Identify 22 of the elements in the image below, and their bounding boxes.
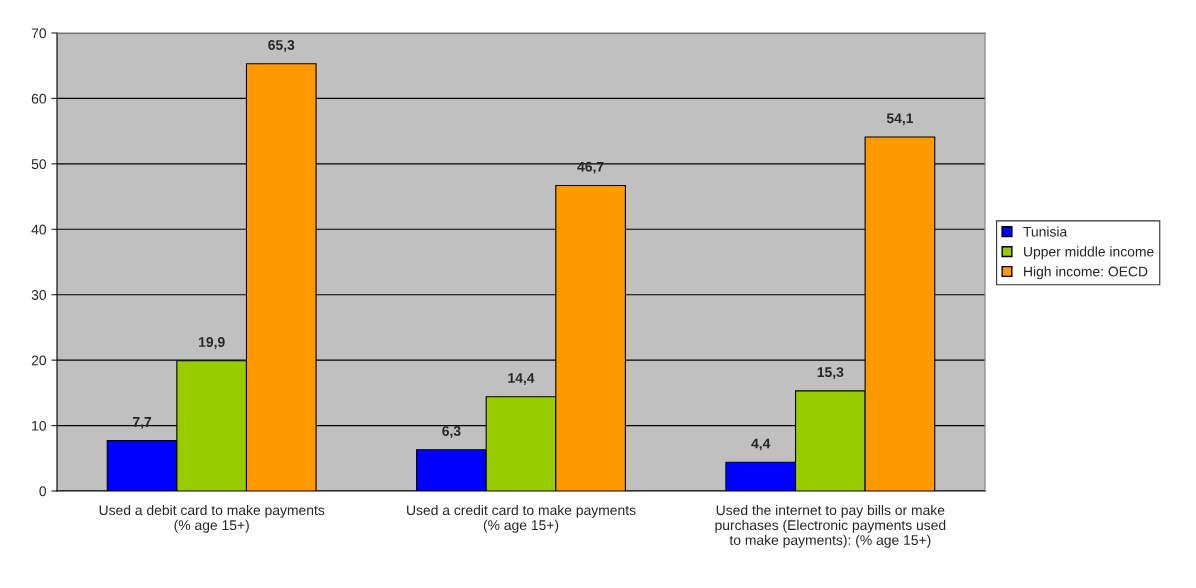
data-label: 46,7: [577, 161, 604, 174]
data-label: 4,4: [751, 438, 771, 451]
data-label: 15,3: [817, 367, 844, 380]
y-tick-label: 70: [31, 28, 47, 39]
y-tick-label: 60: [31, 93, 47, 104]
y-tick-label: 40: [31, 224, 47, 235]
x-tick-label: Used a debit card to make payments (% age 15+): [99, 504, 325, 533]
data-label: 19,9: [199, 337, 225, 349]
data-label: 65,3: [268, 40, 295, 52]
y-tick-label: 0: [39, 486, 47, 497]
legend-label: Upper middle income: [1024, 246, 1154, 260]
data-label: 54,1: [886, 113, 914, 126]
data-label: 14,4: [508, 373, 535, 385]
x-tick-label: Used the internet to pay bills or make purchases (Electronic payments used to make payments): (% age 15+): [715, 504, 946, 548]
legend-label: High income: OECD: [1024, 266, 1148, 280]
data-label: 6,3: [442, 426, 461, 438]
y-tick-label: 30: [31, 290, 47, 300]
y-tick-label: 20: [31, 355, 47, 366]
x-tick-label: Used a credit card to make payments (% age 15+): [407, 504, 636, 533]
legend-label: Tunisia: [1023, 226, 1068, 237]
y-tick-label: 10: [32, 420, 47, 431]
y-tick-label: 50: [31, 159, 47, 170]
